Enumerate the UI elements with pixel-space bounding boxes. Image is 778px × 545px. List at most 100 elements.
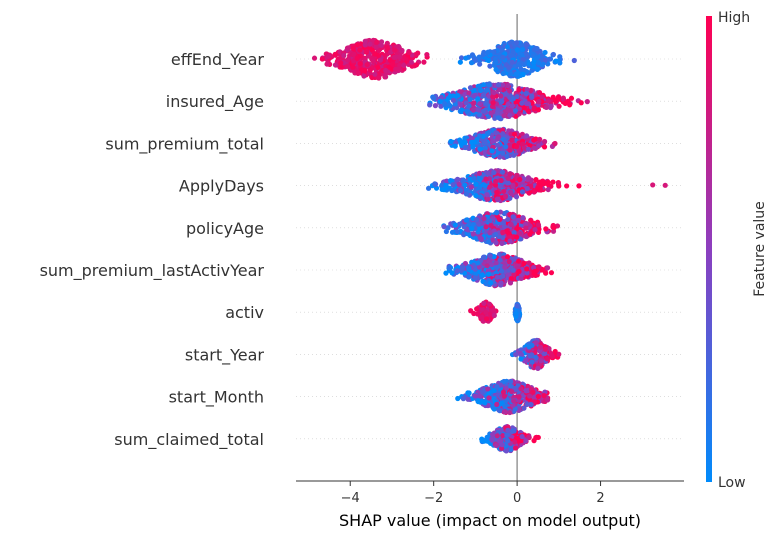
- shap-point: [536, 89, 543, 96]
- shap-point: [529, 359, 535, 365]
- shap-point: [475, 260, 481, 266]
- shap-point: [542, 49, 548, 56]
- shap-point: [383, 67, 389, 74]
- shap-point: [469, 226, 475, 232]
- shap-point: [469, 139, 475, 145]
- shap-point: [513, 71, 519, 77]
- shap-point: [548, 103, 554, 109]
- shap-point: [355, 70, 361, 76]
- shap-point: [523, 438, 529, 444]
- shap-point: [497, 438, 503, 444]
- shap-point: [516, 268, 522, 275]
- shap-point: [491, 387, 497, 394]
- shap-point: [495, 82, 502, 88]
- shap-point: [514, 144, 520, 150]
- shap-point: [492, 231, 499, 238]
- shap-point: [509, 52, 515, 59]
- shap-point: [415, 50, 421, 56]
- shap-point: [455, 395, 461, 402]
- shap-point: [338, 64, 344, 70]
- shap-point: [477, 87, 484, 94]
- shap-point: [493, 59, 499, 65]
- shap-point: [481, 216, 487, 222]
- shap-point: [479, 314, 485, 320]
- colorbar-low-label: Low: [718, 475, 746, 491]
- shap-point: [462, 182, 468, 188]
- shap-point: [481, 300, 487, 306]
- shap-point: [499, 169, 506, 175]
- shap-point: [449, 229, 456, 235]
- shap-point: [535, 186, 541, 192]
- shap-point: [479, 272, 485, 278]
- shap-point: [507, 112, 513, 118]
- shap-point: [378, 42, 384, 48]
- shap-point: [484, 263, 490, 269]
- shap-point: [568, 95, 575, 101]
- shap-point: [467, 85, 474, 91]
- shap-point: [361, 73, 367, 79]
- shap-point: [376, 75, 382, 81]
- shap-point: [471, 100, 477, 106]
- shap-point: [514, 40, 520, 46]
- shap-point: [466, 90, 472, 96]
- shap-point: [446, 265, 452, 271]
- shap-point: [513, 310, 519, 316]
- x-tick-label: 0: [513, 491, 521, 506]
- shap-point: [406, 49, 412, 56]
- shap-point: [367, 67, 373, 73]
- shap-point: [507, 171, 513, 177]
- shap-point: [536, 226, 542, 232]
- shap-point: [354, 42, 361, 48]
- feature-label: start_Year: [185, 345, 265, 365]
- shap-point: [511, 271, 517, 277]
- shap-point: [477, 101, 483, 107]
- colorbar-title: Feature value: [752, 201, 768, 297]
- shap-point: [332, 51, 338, 57]
- shap-point: [367, 41, 373, 47]
- shap-point: [511, 152, 517, 158]
- shap-point: [432, 181, 438, 187]
- shap-point: [505, 427, 511, 433]
- shap-point: [503, 139, 509, 145]
- shap-point: [498, 93, 504, 99]
- shap-point: [446, 102, 452, 108]
- shap-point: [543, 226, 549, 232]
- shap-point: [463, 217, 469, 223]
- shap-point: [486, 130, 492, 136]
- shap-point: [486, 82, 492, 88]
- shap-point: [362, 38, 368, 44]
- shap-point: [480, 108, 487, 114]
- shap-point: [523, 100, 530, 107]
- shap-point: [473, 181, 479, 187]
- shap-point: [465, 390, 471, 396]
- shap-point: [452, 222, 458, 228]
- shap-point: [509, 428, 516, 434]
- shap-point: [531, 63, 537, 70]
- shap-point: [477, 146, 483, 152]
- colorbar: High Low Feature value: [706, 10, 768, 491]
- shap-point: [505, 216, 511, 223]
- shap-point: [463, 191, 469, 197]
- shap-point: [507, 189, 514, 195]
- x-axis-title: SHAP value (impact on model output): [339, 511, 641, 530]
- shap-point: [485, 239, 492, 245]
- shap-point: [508, 383, 514, 389]
- shap-point: [501, 113, 507, 119]
- shap-point: [448, 138, 454, 145]
- feature-label: insured_Age: [166, 92, 264, 112]
- shap-point: [485, 438, 491, 444]
- shap-point: [526, 434, 532, 440]
- shap-point: [494, 264, 500, 271]
- shap-point: [443, 270, 449, 276]
- feature-label: activ: [225, 303, 264, 322]
- shap-point: [500, 229, 506, 235]
- shap-point: [345, 57, 351, 63]
- shap-point: [401, 62, 407, 68]
- shap-point: [535, 365, 541, 371]
- shap-point: [372, 71, 378, 77]
- shap-point: [384, 44, 390, 50]
- shap-point: [494, 384, 500, 390]
- shap-point: [467, 96, 473, 102]
- shap-point: [486, 395, 492, 401]
- shap-point: [357, 61, 363, 67]
